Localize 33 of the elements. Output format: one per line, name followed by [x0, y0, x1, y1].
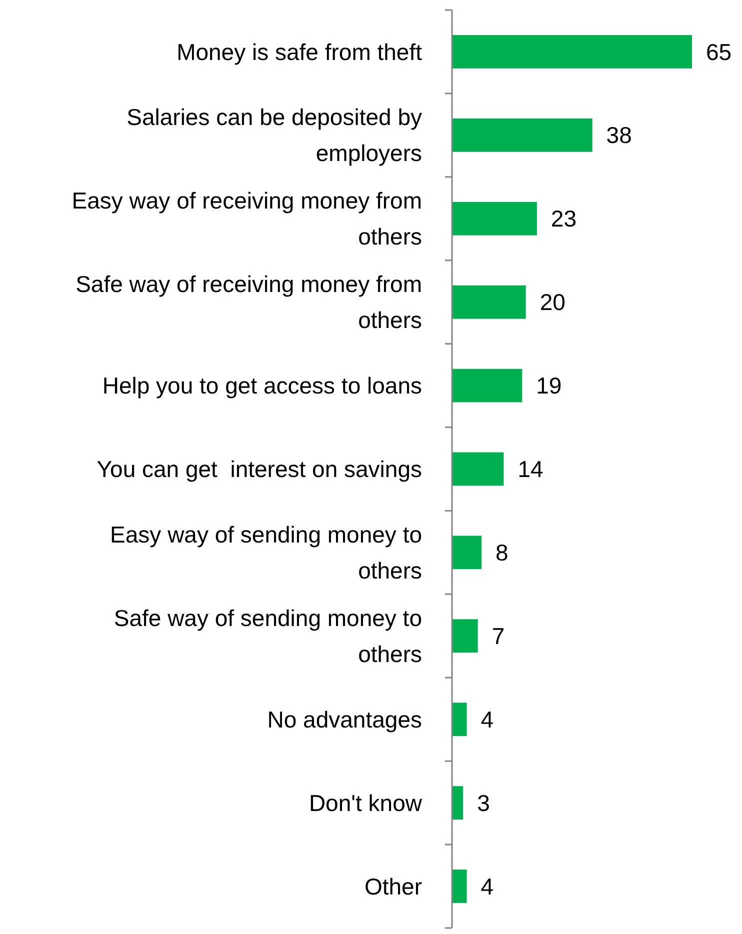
- y-tick-label: Salaries can be deposited by employers: [126, 104, 422, 166]
- bar: [452, 35, 692, 68]
- data-label: 38: [606, 122, 632, 148]
- data-label: 19: [536, 372, 562, 399]
- data-label: 8: [496, 540, 508, 566]
- bar: [452, 202, 537, 236]
- bar: [452, 786, 464, 820]
- data-label: 23: [550, 206, 577, 232]
- y-tick-label: No advantages: [267, 706, 422, 732]
- y-tick-label: Safe way of receiving money from others: [76, 271, 422, 334]
- y-tick-label: Help you to get access to loans: [102, 372, 422, 399]
- data-label: 20: [540, 289, 566, 316]
- bar: [452, 536, 482, 570]
- bar: [452, 619, 478, 653]
- data-label: 3: [477, 790, 490, 816]
- y-tick-label: Easy way of sending money to others: [110, 522, 422, 584]
- bar: [452, 702, 467, 736]
- data-label: 7: [492, 622, 505, 649]
- data-label: 65: [706, 38, 732, 65]
- y-tick-label: You can get interest on savings: [96, 456, 422, 482]
- data-label: 4: [480, 873, 494, 900]
- data-label: 14: [518, 456, 544, 482]
- y-tick-label: Don't know: [308, 790, 422, 816]
- y-tick-label: Easy way of receiving money from others: [72, 188, 422, 250]
- bar: [452, 285, 526, 319]
- bar: [452, 118, 592, 152]
- y-tick-label: Money is safe from theft: [176, 38, 423, 65]
- data-label: 4: [480, 706, 494, 732]
- bar: [452, 870, 467, 903]
- y-tick-label: Safe way of sending money to others: [114, 604, 422, 667]
- bar: [452, 452, 504, 486]
- bar: [452, 368, 522, 402]
- y-tick-label: Other: [364, 873, 422, 900]
